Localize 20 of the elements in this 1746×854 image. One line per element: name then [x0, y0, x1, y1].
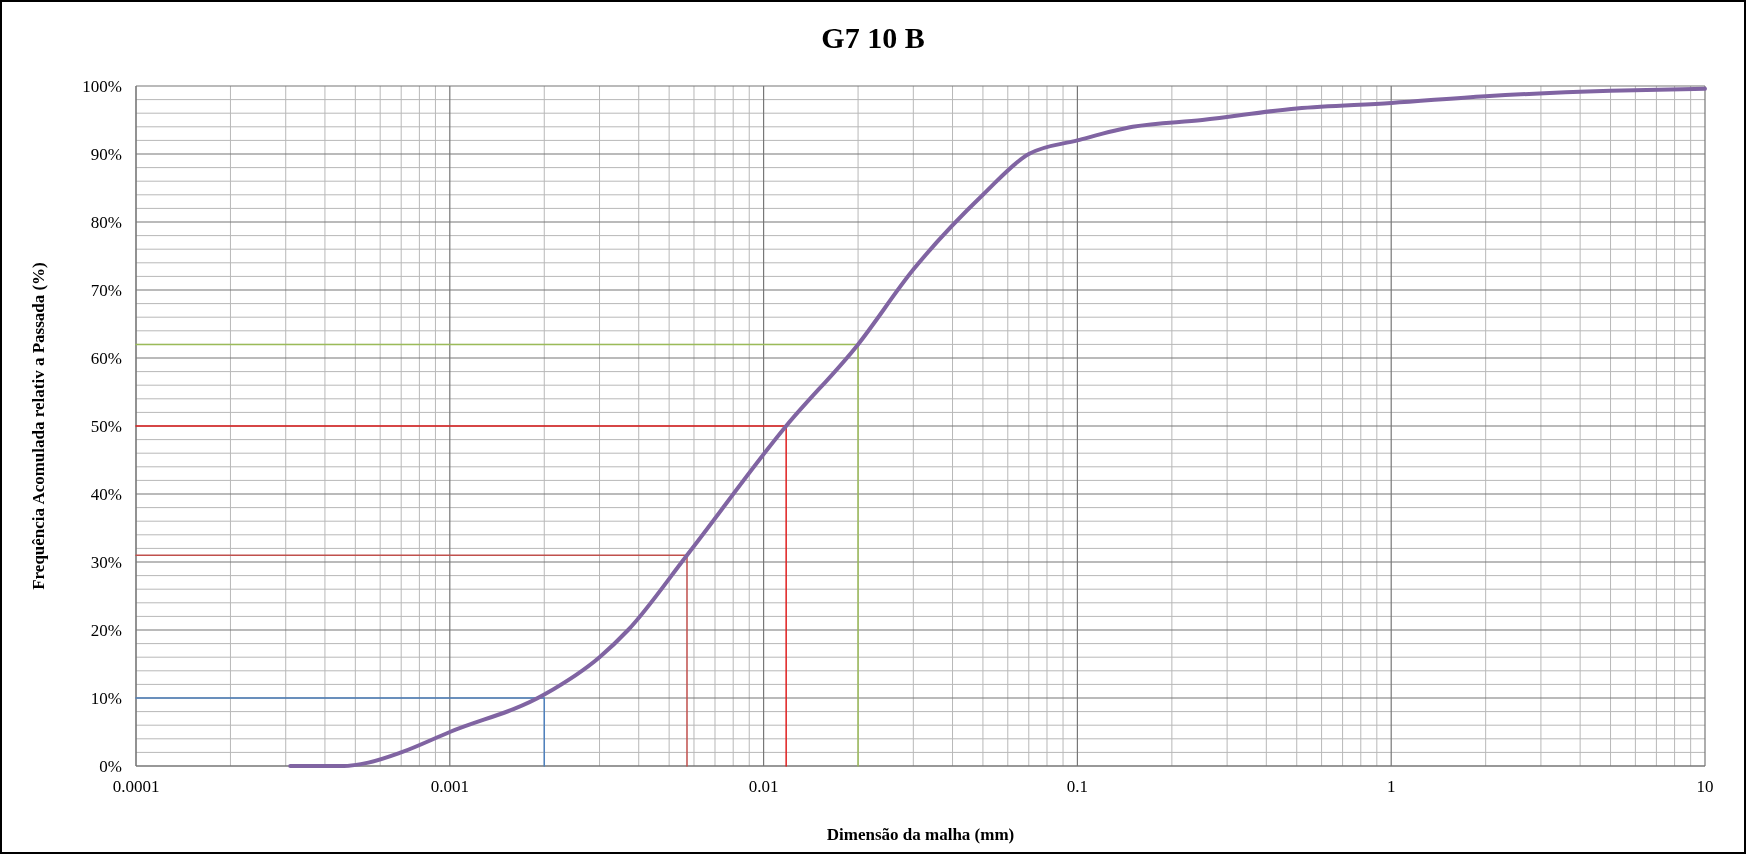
x-tick-label: 0.1: [1066, 777, 1089, 796]
x-tick-label: 1: [1386, 777, 1396, 796]
y-tick-label: 70%: [90, 281, 122, 300]
x-tick-label: 0.0001: [112, 777, 160, 796]
y-tick-label: 60%: [90, 349, 122, 368]
y-tick-label: 20%: [90, 621, 122, 640]
y-tick-label: 50%: [90, 417, 122, 436]
y-tick-label: 0%: [99, 757, 122, 776]
y-tick-label: 80%: [90, 213, 122, 232]
x-tick-label: 0.01: [748, 777, 779, 796]
y-tick-label: 100%: [82, 77, 122, 96]
y-tick-label: 40%: [90, 485, 122, 504]
x-axis-title: Dimensão da malha (mm): [826, 825, 1015, 844]
y-tick-label: 90%: [90, 145, 122, 164]
chart-title: G7 10 B: [821, 21, 925, 54]
y-tick-label: 10%: [90, 689, 122, 708]
y-axis-title: Frequência Acomulada relativ a Passada (%): [29, 262, 48, 590]
y-tick-label: 30%: [90, 553, 122, 572]
x-tick-label: 10: [1696, 777, 1714, 796]
x-tick-label: 0.001: [430, 777, 469, 796]
